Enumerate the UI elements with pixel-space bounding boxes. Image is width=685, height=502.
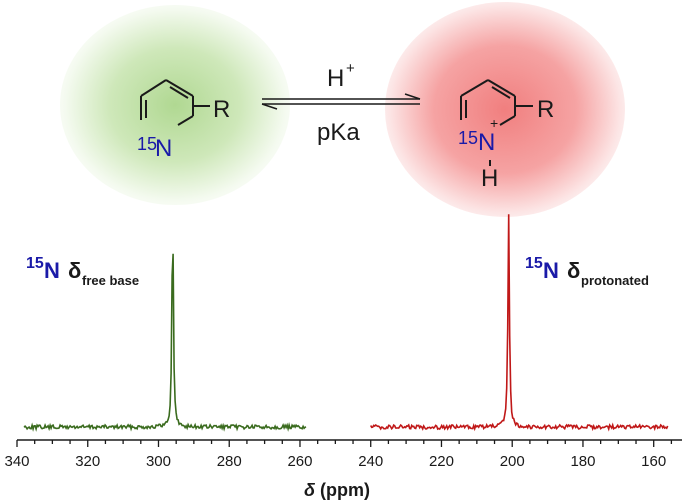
free-base-substituent: R bbox=[213, 96, 230, 123]
protonated-spectrum-line bbox=[370, 214, 669, 432]
x-axis-ticks: 340 320 300 280 260 240 220 200 180 160 bbox=[4, 440, 673, 470]
free-base-isotope: 15 bbox=[137, 134, 157, 154]
x-tick-label: 260 bbox=[287, 453, 312, 470]
protonated-substituent: R bbox=[537, 96, 554, 123]
free-base-label-subscript: free base bbox=[82, 273, 139, 288]
free-base-glow bbox=[60, 5, 290, 205]
x-tick-label: 340 bbox=[4, 453, 29, 470]
x-tick-label: 160 bbox=[641, 453, 666, 470]
pka-label: pKa bbox=[317, 119, 360, 146]
protonated-glow bbox=[385, 2, 625, 217]
x-tick-label: 220 bbox=[429, 453, 454, 470]
protonated-label-delta: δ bbox=[567, 258, 580, 283]
reagent-label: H bbox=[327, 65, 344, 92]
x-tick-label: 180 bbox=[570, 453, 595, 470]
nmr-spectrum: 340 320 300 280 260 240 220 200 180 160 bbox=[4, 214, 682, 470]
free-base-spectrum-line bbox=[23, 253, 307, 432]
free-base-nitrogen: N bbox=[155, 135, 172, 162]
x-axis-symbol: δ bbox=[304, 480, 316, 500]
x-tick-label: 200 bbox=[500, 453, 525, 470]
x-tick-label: 280 bbox=[217, 453, 242, 470]
x-tick-label: 240 bbox=[358, 453, 383, 470]
protonated-label-isotope: 15 bbox=[525, 255, 543, 272]
free-base-label-delta: δ bbox=[68, 258, 81, 283]
reagent-charge: + bbox=[346, 60, 355, 77]
protonated-charge: + bbox=[490, 115, 498, 131]
protonated-label-subscript: protonated bbox=[581, 273, 649, 288]
protonated-nitrogen: N bbox=[478, 129, 495, 156]
protonated-hydrogen: H bbox=[481, 165, 498, 192]
protonated-shift-label: 15 N δ protonated bbox=[525, 255, 649, 288]
protonated-molecule bbox=[460, 79, 533, 166]
equilibrium-arrows bbox=[261, 93, 421, 110]
x-tick-label: 320 bbox=[75, 453, 100, 470]
free-base-molecule bbox=[140, 79, 210, 126]
x-axis-unit: (ppm) bbox=[320, 480, 370, 500]
protonated-label-atom: N bbox=[543, 258, 559, 283]
protonated-isotope: 15 bbox=[458, 128, 478, 148]
x-tick-label: 300 bbox=[146, 453, 171, 470]
free-base-label-isotope: 15 bbox=[26, 255, 44, 272]
free-base-label-atom: N bbox=[44, 258, 60, 283]
free-base-shift-label: 15 N δ free base bbox=[26, 255, 139, 288]
